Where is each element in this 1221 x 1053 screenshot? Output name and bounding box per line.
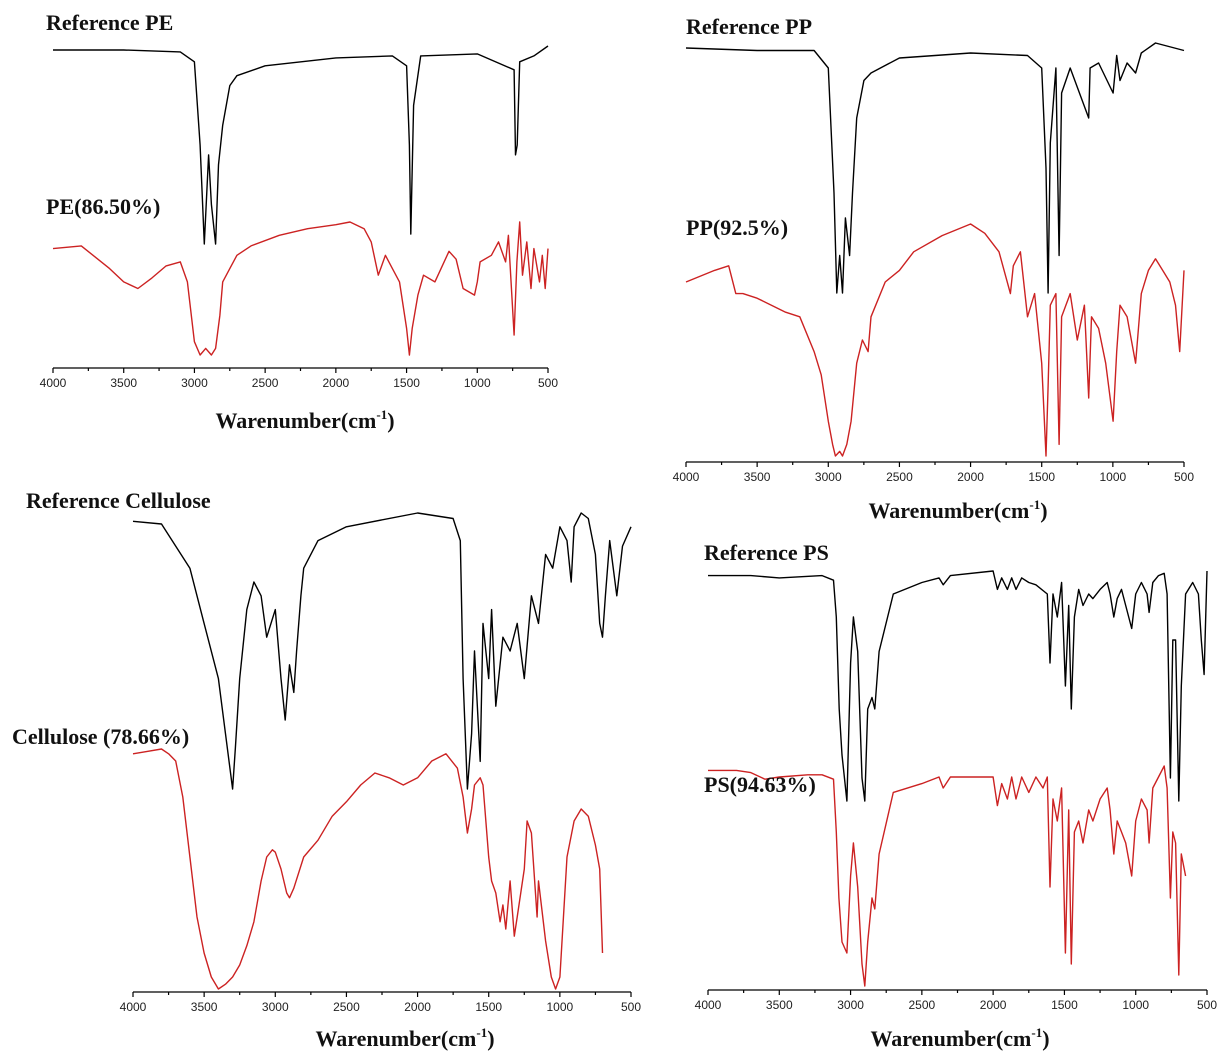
x-tick-label: 1500 <box>393 376 420 390</box>
x-tick-label: 2500 <box>909 998 936 1012</box>
x-tick-label: 4000 <box>40 376 67 390</box>
series-label: Cellulose (78.66%) <box>12 724 189 749</box>
x-tick-label: 2500 <box>886 470 913 484</box>
x-axis-label: Warenumber(cm-1) <box>315 1025 494 1051</box>
series-line-0 <box>132 512 632 790</box>
series-line-0 <box>685 42 1185 294</box>
panel-ps: 4000 3500 3000 2500 2000 1500 1000 500 Warenumbe… <box>695 540 1218 1051</box>
x-tick-label: 4000 <box>673 470 700 484</box>
x-tick-label: 500 <box>1174 470 1194 484</box>
x-axis-label: Warenumber(cm-1) <box>215 407 394 433</box>
x-tick-label: 1000 <box>1100 470 1127 484</box>
x-tick-label: 1000 <box>1122 998 1149 1012</box>
x-tick-label: 500 <box>538 376 558 390</box>
x-tick-label: 1500 <box>1051 998 1078 1012</box>
panel-pe: 4000 3500 3000 2500 2000 1500 1000 500 Warenumbe… <box>40 10 559 433</box>
series-label: Reference PE <box>46 10 173 35</box>
series-label: Reference PS <box>704 540 829 565</box>
x-tick-label: 3500 <box>766 998 793 1012</box>
x-tick-label: 3000 <box>837 998 864 1012</box>
x-tick-label: 1000 <box>464 376 491 390</box>
series-line-1 <box>685 223 1185 457</box>
series-label: Reference PP <box>686 14 812 39</box>
x-tick-label: 2000 <box>323 376 350 390</box>
series-line-0 <box>708 570 1208 802</box>
x-tick-label: 1500 <box>475 1000 502 1014</box>
series-line-1 <box>132 748 604 990</box>
series-label: Reference Cellulose <box>26 488 211 513</box>
x-tick-label: 500 <box>1197 998 1217 1012</box>
x-tick-label: 3000 <box>815 470 842 484</box>
x-tick-label: 4000 <box>120 1000 147 1014</box>
x-tick-label: 2500 <box>252 376 279 390</box>
x-tick-label: 1500 <box>1028 470 1055 484</box>
panel-cellulose: 4000 3500 3000 2500 2000 1500 1000 500 Warenumbe… <box>12 488 641 1051</box>
x-tick-label: 1000 <box>547 1000 574 1014</box>
series-line-0 <box>53 45 549 245</box>
x-tick-label: 3500 <box>110 376 137 390</box>
x-tick-label: 500 <box>621 1000 641 1014</box>
x-tick-label: 2500 <box>333 1000 360 1014</box>
series-label: PS(94.63%) <box>704 772 816 797</box>
x-axis-label: Warenumber(cm-1) <box>868 497 1047 523</box>
series-label: PP(92.5%) <box>686 215 788 240</box>
x-tick-label: 4000 <box>695 998 722 1012</box>
series-line-1 <box>708 765 1187 987</box>
x-tick-label: 3000 <box>181 376 208 390</box>
x-tick-label: 2000 <box>957 470 984 484</box>
x-tick-label: 3500 <box>744 470 771 484</box>
panel-pp: 4000 3500 3000 2500 2000 1500 1000 500 Warenumbe… <box>673 14 1195 523</box>
series-line-1 <box>52 221 549 356</box>
x-tick-label: 2000 <box>980 998 1007 1012</box>
x-tick-label: 2000 <box>404 1000 431 1014</box>
x-tick-label: 3500 <box>191 1000 218 1014</box>
x-tick-label: 3000 <box>262 1000 289 1014</box>
x-axis-label: Warenumber(cm-1) <box>870 1025 1049 1051</box>
series-label: PE(86.50%) <box>46 194 160 219</box>
